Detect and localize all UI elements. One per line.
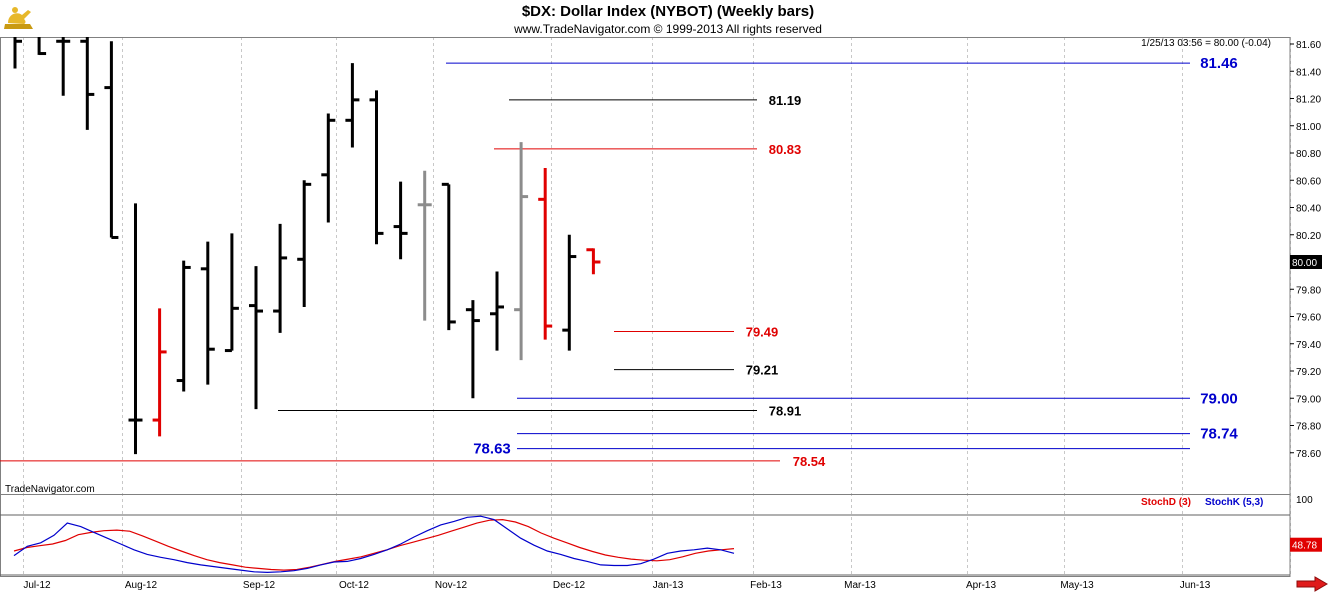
genie-lamp-icon[interactable] — [2, 2, 36, 32]
level-label: 81.46 — [1200, 55, 1238, 72]
ohlc-bar — [345, 63, 360, 148]
last-price-label: 80.00 — [1292, 258, 1317, 269]
ohlc-bars — [13, 37, 601, 455]
stochd-line — [13, 518, 735, 571]
stochd-legend: StochD (3) — [1141, 497, 1191, 508]
x-tick-label: May-13 — [1060, 580, 1094, 591]
ohlc-bar — [152, 308, 167, 437]
x-tick-label: Sep-12 — [243, 580, 276, 591]
y-tick-label: 80.40 — [1296, 204, 1321, 215]
chart-frame — [0, 37, 1291, 577]
y-tick-label: 79.80 — [1296, 285, 1321, 296]
ohlc-bar — [80, 37, 95, 130]
x-tick-label: Nov-12 — [435, 580, 468, 591]
plot-border — [0, 37, 1291, 577]
x-tick-label: Jan-13 — [653, 580, 684, 591]
x-tick-label: Aug-12 — [125, 580, 158, 591]
ohlc-bar — [562, 234, 577, 351]
ohlc-bar — [224, 233, 239, 353]
y-tick-label: 79.00 — [1296, 394, 1321, 405]
last-quote-label: 1/25/13 03:56 = 80.00 (-0.04) — [1141, 38, 1271, 49]
x-tick-label: Jul-12 — [23, 580, 51, 591]
ohlc-bar — [297, 180, 312, 307]
last-price-box — [1290, 255, 1322, 269]
y-tick-label: 80.20 — [1296, 231, 1321, 242]
level-label: 78.91 — [769, 404, 802, 419]
stoch-y-label: 100 — [1296, 495, 1313, 506]
y-tick-label: 81.20 — [1296, 95, 1321, 106]
ohlc-bar — [37, 37, 47, 56]
stoch-last-box — [1290, 537, 1322, 552]
ohlc-bar — [514, 142, 529, 361]
vertical-gridlines — [23, 37, 1291, 576]
watermark-label: TradeNavigator.com — [5, 484, 95, 495]
level-label: 78.74 — [1200, 426, 1238, 443]
y-tick-label: 79.40 — [1296, 340, 1321, 351]
x-tick-label: Apr-13 — [966, 580, 996, 591]
x-tick-label: Dec-12 — [553, 580, 586, 591]
level-label: 79.00 — [1200, 390, 1238, 407]
price-levels: 81.46 81.19 80.83 79.49 79.21 79.00 78.91 78.74… — [0, 55, 1238, 469]
level-label: 81.19 — [769, 93, 802, 108]
y-tick-label: 79.60 — [1296, 313, 1321, 324]
ohlc-bar — [417, 170, 432, 321]
ohlc-bar — [104, 41, 119, 239]
ohlc-bar — [441, 182, 456, 331]
level-label: 78.63 — [473, 441, 511, 458]
ohlc-bar — [465, 300, 480, 399]
ohlc-bar — [56, 37, 71, 96]
chart-title: $DX: Dollar Index (NYBOT) (Weekly bars) — [521, 3, 815, 20]
y-tick-label: 81.40 — [1296, 67, 1321, 78]
y-tick-label: 78.60 — [1296, 449, 1321, 460]
price-axis: 81.60 81.40 81.20 81.00 80.80 80.60 80.40 80.20… — [1290, 40, 1322, 460]
x-tick-label: Mar-13 — [844, 580, 876, 591]
ohlc-bar — [538, 167, 553, 340]
y-tick-label: 80.80 — [1296, 149, 1321, 160]
stochk-legend: StochK (5,3) — [1205, 497, 1263, 508]
y-tick-label: 80.60 — [1296, 176, 1321, 187]
level-label: 80.83 — [769, 142, 802, 157]
stochk-line — [13, 515, 735, 574]
ohlc-bar — [200, 241, 215, 385]
x-tick-label: Feb-13 — [750, 580, 782, 591]
ohlc-bar — [490, 271, 504, 351]
stochastic-panel: 100 StochD (3) StochK (5,3) 48.78 — [0, 495, 1322, 576]
y-tick-label: 81.00 — [1296, 122, 1321, 133]
ohlc-bar — [393, 181, 408, 260]
y-tick-label: 81.60 — [1296, 40, 1321, 51]
level-label: 79.49 — [746, 324, 779, 339]
date-axis: Jul-12 Aug-12 Sep-12 Oct-12 Nov-12 Dec-12 Jan-… — [23, 580, 1210, 591]
ohlc-bar — [586, 248, 601, 275]
ohlc-bar — [249, 266, 263, 410]
copyright-subtitle: www.TradeNavigator.com © 1999-2013 All r… — [514, 22, 822, 36]
stoch-last-label: 48.78 — [1292, 541, 1317, 552]
ohlc-bar — [128, 203, 143, 455]
y-tick-label: 79.20 — [1296, 367, 1321, 378]
level-label: 78.54 — [793, 454, 826, 469]
red-right-arrow-icon[interactable] — [1296, 576, 1328, 592]
x-tick-label: Oct-12 — [339, 580, 369, 591]
ohlc-bar — [369, 90, 384, 245]
ohlc-bar — [13, 37, 22, 69]
y-tick-label: 78.80 — [1296, 422, 1321, 433]
ohlc-bar — [321, 113, 336, 223]
ohlc-bar — [176, 260, 191, 392]
ohlc-bar — [273, 223, 288, 333]
x-tick-label: Jun-13 — [1180, 580, 1211, 591]
level-label: 79.21 — [746, 363, 779, 378]
